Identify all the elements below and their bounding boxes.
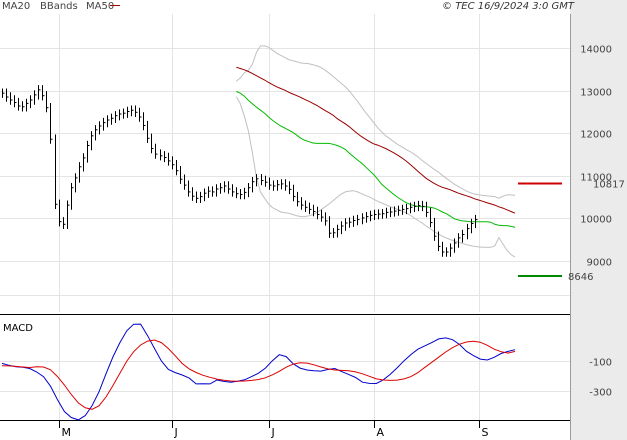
macd-panel-title: MACD xyxy=(3,323,33,334)
bb-lower-line xyxy=(235,96,516,258)
price-y-tick-label: 11000 xyxy=(580,173,612,184)
price-y-tick-label: 12000 xyxy=(580,130,612,141)
macd-signal-line xyxy=(1,339,516,410)
price-bars xyxy=(2,85,478,257)
ma20-line xyxy=(236,91,516,228)
legend-bbands: BBands xyxy=(40,1,78,12)
macd-y-tick-label: -100 xyxy=(589,358,612,369)
price-y-tick-label: 13000 xyxy=(580,88,612,99)
bb-upper-line xyxy=(235,45,516,199)
month-label: J xyxy=(174,426,178,439)
price-y-tick-label: 14000 xyxy=(580,45,612,56)
macd-y-tick-label: -300 xyxy=(589,388,612,399)
macd-gridlines xyxy=(0,317,570,420)
resistance-label: 10817 xyxy=(593,180,625,191)
ma50-line xyxy=(236,66,516,214)
copyright-stamp: © TEC 16/9/2024 3:0 GMT xyxy=(442,1,575,12)
support-label: 8646 xyxy=(568,272,593,283)
price-panel-background xyxy=(0,14,570,312)
month-label: M xyxy=(62,426,72,439)
month-label: A xyxy=(377,426,385,439)
macd-panel-background xyxy=(0,317,570,420)
macd-line xyxy=(1,323,516,421)
legend-ma50: MA50 xyxy=(86,1,114,12)
price-gridlines xyxy=(0,14,570,312)
month-label: S xyxy=(482,426,489,439)
bollinger-bands xyxy=(235,45,516,258)
macd-y-axis-ticks: -100 -300 xyxy=(589,358,612,399)
price-y-tick-label: 9000 xyxy=(587,258,612,269)
month-label: J xyxy=(271,426,275,439)
price-y-tick-label: 10000 xyxy=(580,215,612,226)
legend-ma20: MA20 xyxy=(2,1,30,12)
price-y-axis-ticks: 9000 10000 11000 12000 13000 14000 xyxy=(580,45,612,269)
right-axis-panel xyxy=(570,0,627,440)
